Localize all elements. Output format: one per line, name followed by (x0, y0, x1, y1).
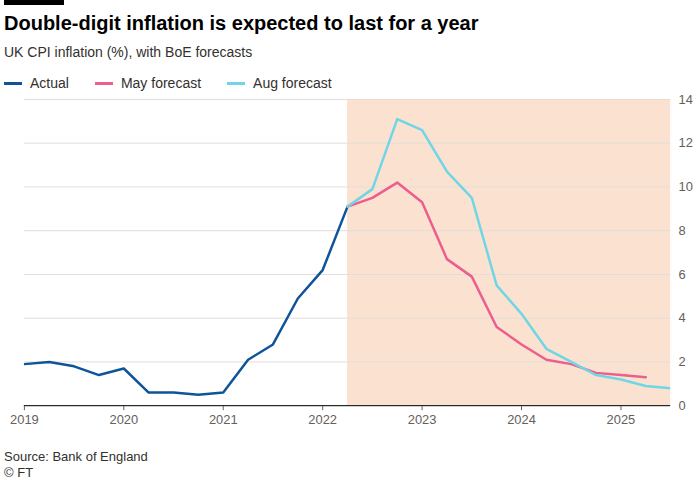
svg-text:0: 0 (679, 398, 686, 413)
html-text:© FT: © FT (4, 465, 34, 480)
svg-text:2021: 2021 (209, 412, 238, 427)
svg-text:4: 4 (679, 310, 686, 325)
svg-text:2025: 2025 (607, 412, 636, 427)
svg-text:14: 14 (679, 92, 693, 107)
svg-text:2019: 2019 (10, 412, 39, 427)
svg-text:2022: 2022 (308, 412, 337, 427)
svg-text:6: 6 (679, 267, 686, 282)
svg-text:2: 2 (679, 354, 686, 369)
html-text:Aug forecast: Aug forecast (253, 75, 332, 91)
html-text:Actual: Actual (30, 75, 69, 91)
html-text:May forecast: May forecast (120, 75, 202, 91)
svg-text:2023: 2023 (408, 412, 437, 427)
svg-text:2020: 2020 (109, 412, 138, 427)
html-text:Source: Bank of England: Source: Bank of England (4, 449, 148, 464)
html-text:Double-digit inflation is expe: Double-digit inflation is expected to la… (4, 12, 479, 34)
svg-text:12: 12 (679, 135, 693, 150)
svg-text:8: 8 (679, 223, 686, 238)
svg-text:2024: 2024 (507, 412, 536, 427)
html-text:UK CPI inflation (%), with BoE: UK CPI inflation (%), with BoE forecasts (4, 44, 253, 60)
svg-text:10: 10 (679, 179, 693, 194)
